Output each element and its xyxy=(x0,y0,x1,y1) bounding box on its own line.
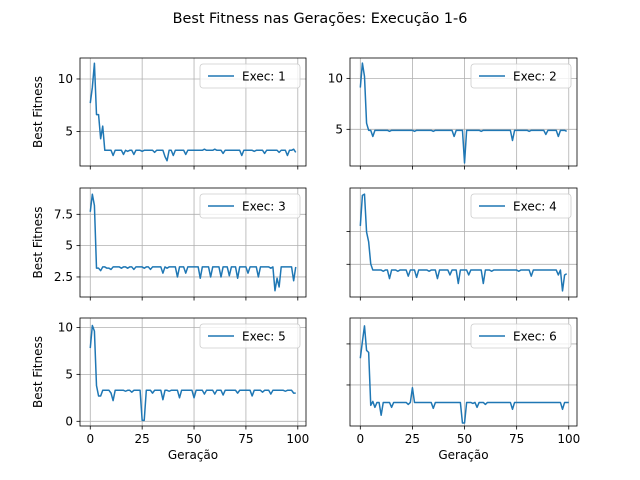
x-tick-label: 0 xyxy=(356,432,364,446)
subplot-3: 2.5 5 7.5 Best Fitness Exec: 3 xyxy=(31,187,307,301)
legend-label: Exec: 3 xyxy=(242,200,286,214)
x-tick-label: 25 xyxy=(135,432,150,446)
y-axis-label: Best Fitness xyxy=(31,336,45,408)
legend-label: Exec: 6 xyxy=(513,330,557,344)
legend: Exec: 2 xyxy=(470,63,572,89)
x-axis-label: Geração xyxy=(168,448,218,462)
figure-title: Best Fitness nas Gerações: Execução 1-6 xyxy=(173,11,468,27)
legend-label: Exec: 5 xyxy=(242,330,286,344)
y-tick-label: 5 xyxy=(65,367,73,381)
subplot-2: 5 10 Exec: 2 xyxy=(328,57,578,170)
y-tick-label: 10 xyxy=(58,320,73,334)
series-line xyxy=(89,62,297,162)
legend-box xyxy=(470,63,572,89)
legend-box xyxy=(199,63,301,89)
x-tick-label: 50 xyxy=(186,432,201,446)
legend-box xyxy=(470,323,572,349)
legend: Exec: 3 xyxy=(199,193,301,219)
axes-frame xyxy=(349,317,578,427)
x-axis-label: Geração xyxy=(438,448,488,462)
y-axis-label: Best Fitness xyxy=(31,76,45,148)
x-tick-label: 75 xyxy=(509,432,524,446)
y-tick-label: 10 xyxy=(58,72,73,86)
y-tick-label: 10 xyxy=(328,71,343,85)
axes-frame xyxy=(349,187,578,298)
series-line xyxy=(89,193,297,292)
subplot-6: 0 25 50 75 100 Geração Exec: 6 xyxy=(346,317,580,462)
legend: Exec: 4 xyxy=(470,193,572,219)
subplot-4: Exec: 4 xyxy=(346,187,578,301)
legend: Exec: 5 xyxy=(199,323,301,349)
y-tick-label: 5 xyxy=(65,124,73,138)
y-tick-label: 2.5 xyxy=(54,270,73,284)
legend: Exec: 6 xyxy=(470,323,572,349)
legend: Exec: 1 xyxy=(199,63,301,89)
axes-frame xyxy=(349,57,578,167)
subplot-5: 0 25 50 75 100 0 5 10 Best Fitness Geração Exec: 5 xyxy=(31,317,309,462)
series-line xyxy=(359,325,569,424)
x-tick-label: 0 xyxy=(86,432,94,446)
x-tick-label: 25 xyxy=(405,432,420,446)
y-tick-label: 7.5 xyxy=(54,207,73,221)
y-axis-label: Best Fitness xyxy=(31,207,45,279)
axes-frame xyxy=(79,187,307,298)
series-line xyxy=(359,62,568,164)
y-tick-label: 0 xyxy=(65,414,73,428)
x-tick-label: 50 xyxy=(457,432,472,446)
legend-box xyxy=(199,193,301,219)
series-line xyxy=(359,193,568,292)
legend-label: Exec: 1 xyxy=(242,70,286,84)
subplot-grid: 5 10 Best Fitness Exec: 1 5 10 Exec: 2 2.5 5 7.5 B… xyxy=(31,57,580,462)
x-tick-label: 75 xyxy=(238,432,253,446)
legend-label: Exec: 2 xyxy=(513,70,557,84)
axes-frame xyxy=(79,317,307,427)
legend-label: Exec: 4 xyxy=(513,200,557,214)
y-tick-label: 5 xyxy=(335,122,343,136)
legend-box xyxy=(199,323,301,349)
x-tick-label: 100 xyxy=(286,432,309,446)
legend-box xyxy=(470,193,572,219)
x-tick-label: 100 xyxy=(557,432,580,446)
subplot-1: 5 10 Best Fitness Exec: 1 xyxy=(31,57,307,170)
y-tick-label: 5 xyxy=(65,239,73,253)
series-line xyxy=(89,324,296,422)
axes-frame xyxy=(79,57,307,167)
